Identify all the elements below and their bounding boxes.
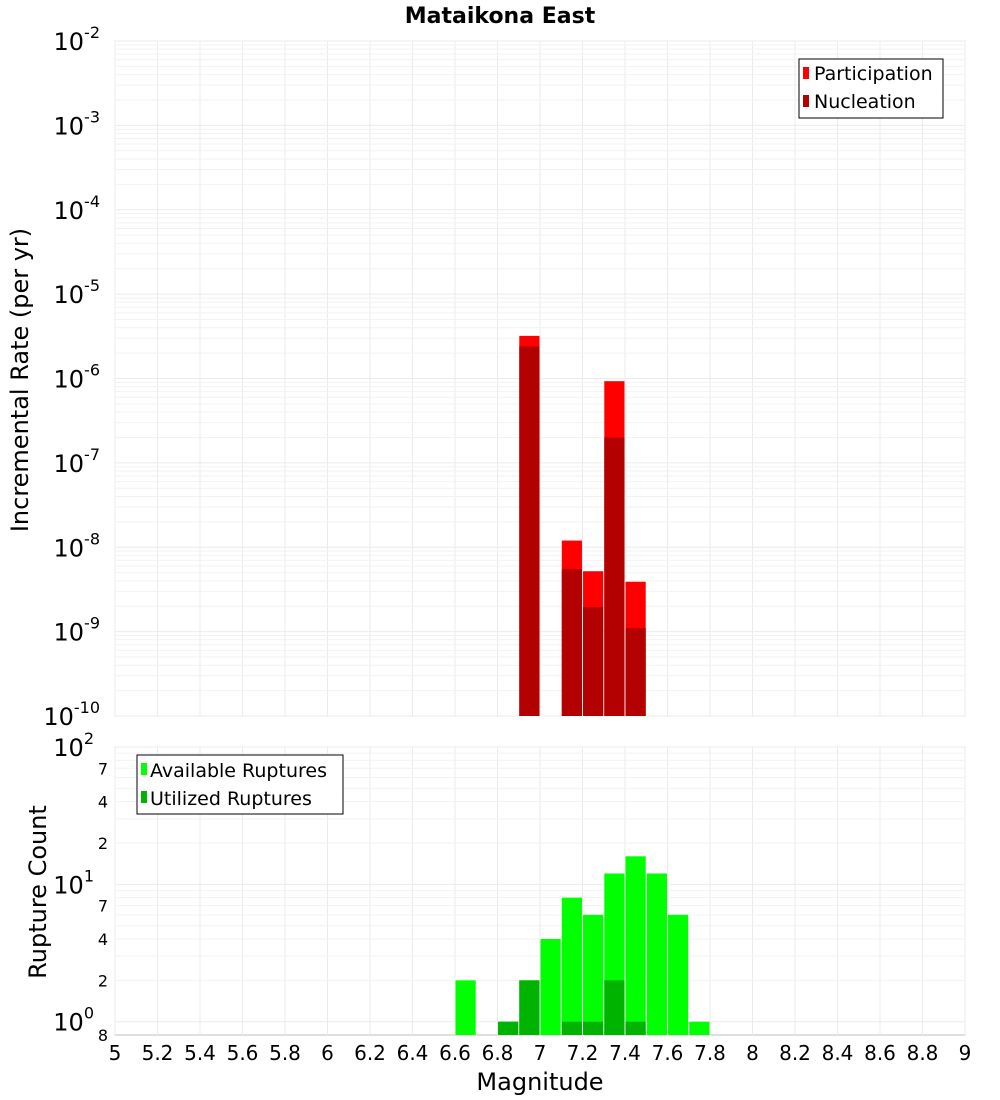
rate-y-tick-label: 10-10 bbox=[43, 698, 100, 731]
available-ruptures-bar bbox=[668, 914, 689, 1035]
rate-y-tick-label: 10-9 bbox=[54, 614, 101, 647]
x-tick-label: 7.4 bbox=[609, 1041, 641, 1065]
rate-y-tick-label: 10-6 bbox=[54, 361, 101, 394]
participation-legend-label: Participation bbox=[814, 63, 933, 85]
utilized-ruptures-bar bbox=[604, 980, 625, 1035]
x-tick-label: 5.2 bbox=[142, 1041, 174, 1065]
rate-y-tick-label: 10-7 bbox=[54, 445, 101, 478]
count-y-tick-label: 101 bbox=[53, 866, 94, 899]
rate-y-tick-label: 10-8 bbox=[54, 529, 101, 562]
rate-y-tick-label: 10-5 bbox=[54, 276, 101, 309]
available-ruptures-bar bbox=[625, 856, 646, 1035]
x-tick-label: 5.6 bbox=[227, 1041, 259, 1065]
count-y-tick-label: 4 bbox=[98, 793, 108, 812]
utilized-ruptures-bar bbox=[625, 1021, 646, 1035]
x-tick-label: 6.6 bbox=[439, 1041, 471, 1065]
rate-y-tick-label: 10-3 bbox=[54, 107, 101, 140]
count-grid bbox=[114, 746, 966, 1035]
utilized-ruptures-bar bbox=[498, 1021, 519, 1035]
x-tick-label: 8.4 bbox=[822, 1041, 854, 1065]
x-tick-label: 6.4 bbox=[397, 1041, 429, 1065]
available-ruptures-bar bbox=[455, 980, 476, 1035]
nucleation-bar bbox=[561, 569, 582, 716]
available-legend-label: Available Ruptures bbox=[150, 760, 327, 782]
nucleation-legend-label: Nucleation bbox=[814, 91, 916, 113]
rate-y-tick-label: 10-4 bbox=[54, 192, 101, 225]
rate-panel: 10-10 10-9 10-8 10-7 10-6 10-5 10-4 10-3 10-2 In… bbox=[6, 23, 966, 731]
count-y-axis-label: Rupture Count bbox=[24, 805, 52, 979]
nucleation-legend-swatch bbox=[803, 95, 809, 107]
count-y-tick-label: 2 bbox=[98, 971, 108, 990]
x-tick-label: 8.6 bbox=[864, 1041, 896, 1065]
count-legend-box bbox=[136, 754, 344, 815]
x-tick-label: 7.8 bbox=[694, 1041, 726, 1065]
count-y-tick-label: 7 bbox=[98, 759, 108, 778]
x-tick-label: 6.8 bbox=[482, 1041, 514, 1065]
nucleation-bar bbox=[519, 346, 540, 716]
available-ruptures-bar bbox=[561, 897, 582, 1035]
x-tick-label: 6 bbox=[321, 1041, 334, 1065]
available-ruptures-bar bbox=[583, 914, 604, 1035]
utilized-ruptures-bar bbox=[519, 980, 540, 1035]
x-tick-label: 8.2 bbox=[779, 1041, 811, 1065]
rate-legend: Participation Nucleation bbox=[798, 58, 944, 119]
x-tick-label: 7 bbox=[534, 1041, 547, 1065]
x-tick-label: 8 bbox=[746, 1041, 759, 1065]
nucleation-bar bbox=[583, 607, 604, 716]
x-axis-label: Magnitude bbox=[476, 1068, 603, 1096]
count-y-tick-label: 7 bbox=[98, 897, 108, 916]
nucleation-bar bbox=[625, 628, 646, 716]
count-y-tick-label: 8 bbox=[98, 1026, 108, 1045]
chart-title: Mataikona East bbox=[405, 4, 596, 29]
rate-legend-box bbox=[798, 58, 944, 119]
utilized-legend-label: Utilized Ruptures bbox=[150, 788, 312, 810]
x-tick-label: 8.8 bbox=[907, 1041, 939, 1065]
x-tick-label: 7.2 bbox=[567, 1041, 599, 1065]
available-legend-swatch bbox=[141, 763, 147, 775]
available-ruptures-bar bbox=[689, 1021, 710, 1035]
available-ruptures-bar bbox=[646, 873, 667, 1035]
x-tick-label: 6.2 bbox=[354, 1041, 386, 1065]
x-tick-labels: 5 5.2 5.4 5.6 5.8 6 6.2 6.4 6.6 6.8 7 7.2 7.4 7.6 7.8 8… bbox=[109, 1041, 972, 1065]
count-y-tick-label: 2 bbox=[98, 834, 108, 853]
x-tick-label: 5.4 bbox=[184, 1041, 216, 1065]
available-ruptures-bar bbox=[540, 939, 561, 1035]
rate-grid bbox=[114, 40, 966, 717]
rate-bars bbox=[519, 335, 646, 716]
rate-y-axis-label: Incremental Rate (per yr) bbox=[6, 228, 34, 532]
count-y-tick-label: 100 bbox=[53, 1004, 94, 1037]
rate-y-tick-label: 10-2 bbox=[54, 23, 101, 56]
nucleation-bar bbox=[604, 437, 625, 716]
count-bars bbox=[455, 856, 710, 1035]
utilized-ruptures-bar bbox=[583, 1021, 604, 1035]
utilized-legend-swatch bbox=[141, 791, 147, 803]
x-tick-label: 5.8 bbox=[269, 1041, 301, 1065]
x-tick-label: 9 bbox=[959, 1041, 972, 1065]
count-y-tick-label: 102 bbox=[53, 729, 94, 762]
participation-legend-swatch bbox=[803, 67, 809, 79]
x-tick-label: 7.6 bbox=[652, 1041, 684, 1065]
count-legend: Available Ruptures Utilized Ruptures bbox=[136, 754, 344, 815]
count-y-tick-label: 4 bbox=[98, 930, 108, 949]
x-tick-label: 5 bbox=[109, 1041, 122, 1065]
utilized-ruptures-bar bbox=[561, 1021, 582, 1035]
rate-y-tick-labels: 10-10 10-9 10-8 10-7 10-6 10-5 10-4 10-3 10-2 bbox=[43, 23, 100, 731]
